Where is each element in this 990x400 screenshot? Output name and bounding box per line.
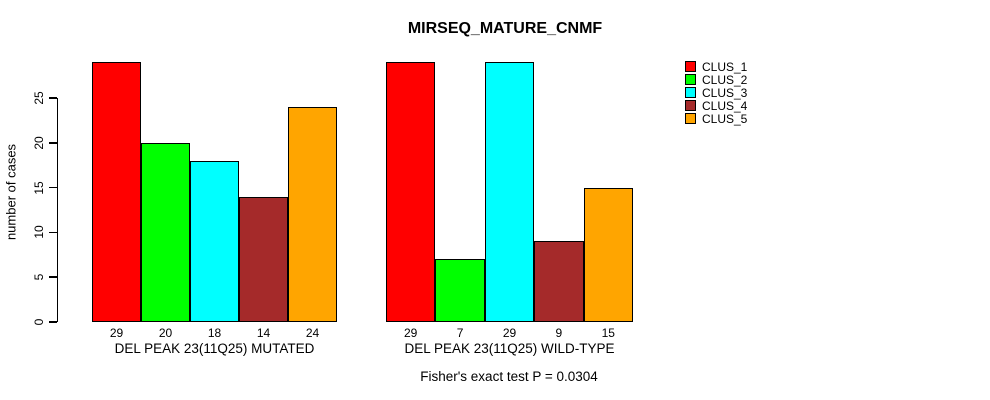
legend-label: CLUS_1 bbox=[702, 59, 748, 74]
y-axis-label: number of cases bbox=[3, 143, 19, 241]
bar-clus_1 bbox=[386, 62, 436, 322]
bar-value-label: 29 bbox=[502, 326, 517, 340]
bar-clus_5 bbox=[288, 106, 337, 322]
bar-clus_5 bbox=[583, 187, 633, 322]
y-axis-tick bbox=[49, 231, 57, 234]
bar-value-label: 24 bbox=[305, 326, 320, 340]
bar-value-label: 14 bbox=[256, 326, 271, 340]
annotation-fisher-test: Fisher's exact test P = 0.0304 bbox=[420, 369, 598, 384]
legend-swatch bbox=[685, 100, 696, 111]
bar-value-label: 29 bbox=[404, 326, 418, 340]
y-axis-tick-label: 20 bbox=[32, 136, 46, 150]
y-axis-tick-label: 15 bbox=[32, 180, 46, 195]
bar-clus_1 bbox=[92, 62, 141, 322]
legend-label: CLUS_2 bbox=[702, 72, 748, 87]
legend-swatch bbox=[685, 61, 696, 72]
y-axis-tick bbox=[49, 186, 57, 189]
bar-value-label: 18 bbox=[207, 326, 222, 340]
bar-clus_4 bbox=[239, 196, 288, 322]
y-axis-tick-label: 10 bbox=[32, 225, 46, 240]
bar-clus_2 bbox=[141, 142, 190, 322]
legend-item: CLUS_4 bbox=[685, 98, 748, 113]
y-axis-tick bbox=[49, 142, 57, 144]
y-axis-tick bbox=[49, 276, 57, 278]
bar-clus_4 bbox=[534, 241, 584, 322]
bar-value-label: 7 bbox=[456, 326, 464, 340]
bar-value-label: 15 bbox=[601, 326, 615, 340]
legend-label: CLUS_3 bbox=[702, 85, 748, 100]
legend-item: CLUS_3 bbox=[685, 85, 748, 100]
bar-value-label: 9 bbox=[555, 326, 563, 340]
y-axis-tick bbox=[49, 321, 57, 323]
bar-value-label: 20 bbox=[158, 326, 173, 340]
legend-swatch bbox=[685, 113, 696, 124]
y-axis-tick-label: 25 bbox=[32, 91, 46, 105]
y-axis-tick bbox=[49, 97, 57, 99]
bar-value-label: 29 bbox=[109, 326, 124, 340]
y-axis-tick-label: 0 bbox=[32, 318, 46, 326]
legend-label: CLUS_4 bbox=[702, 98, 748, 113]
x-axis-group-label: DEL PEAK 23(11Q25) WILD-TYPE bbox=[404, 341, 615, 356]
legend: CLUS_1 CLUS_2 CLUS_3 CLUS_4 CLUS_5 bbox=[685, 59, 748, 126]
y-axis-tick-label: 5 bbox=[32, 273, 46, 281]
legend-label: CLUS_5 bbox=[702, 111, 748, 126]
bar-clus_3 bbox=[190, 160, 239, 322]
legend-item: CLUS_1 bbox=[685, 59, 748, 74]
y-axis-line bbox=[56, 98, 58, 322]
legend-swatch bbox=[685, 74, 696, 85]
bar-clus_2 bbox=[435, 259, 485, 322]
x-axis-group-label: DEL PEAK 23(11Q25) MUTATED bbox=[114, 341, 315, 356]
legend-swatch bbox=[685, 87, 696, 98]
bar-clus_3 bbox=[484, 62, 535, 322]
chart-title: MIRSEQ_MATURE_CNMF bbox=[407, 20, 603, 37]
legend-item: CLUS_2 bbox=[685, 72, 748, 87]
legend-item: CLUS_5 bbox=[685, 111, 748, 126]
